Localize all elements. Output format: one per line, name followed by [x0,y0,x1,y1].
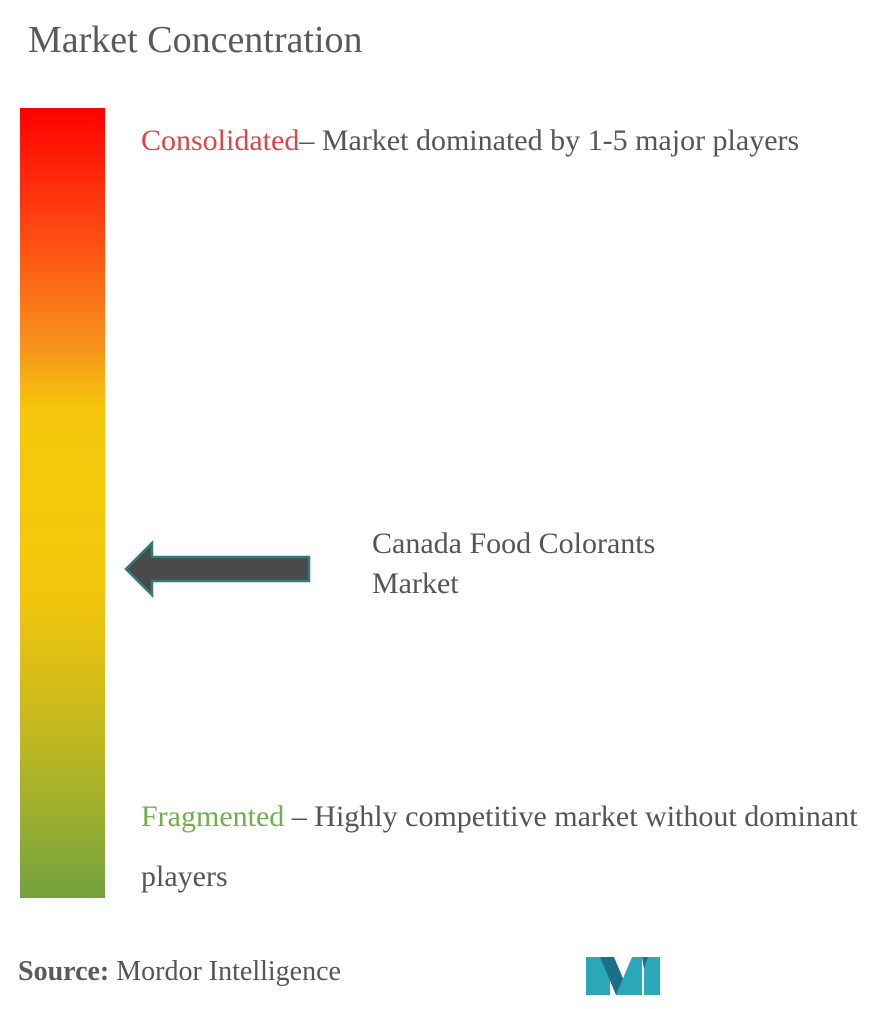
mordor-intelligence-logo-icon [586,957,660,995]
page-title: Market Concentration [28,19,363,61]
source-value: Mordor Intelligence [109,956,341,987]
fragmented-description: Fragmented – Highly competitive market w… [141,787,861,907]
consolidated-label: Consolidated [141,124,300,157]
source-label: Source: [18,956,110,987]
left-arrow-icon [124,540,311,598]
source-line: Source: Mordor Intelligence [18,956,341,988]
consolidated-text: – Market dominated by 1-5 major players [299,124,800,157]
concentration-gradient-bar [20,108,105,898]
market-marker-label: Canada Food Colorants Market [372,527,656,600]
fragmented-text: – Highly competitive market without domi… [141,800,858,893]
consolidated-description: Consolidated– Market dominated by 1-5 ma… [141,111,841,171]
fragmented-label: Fragmented [141,800,285,833]
